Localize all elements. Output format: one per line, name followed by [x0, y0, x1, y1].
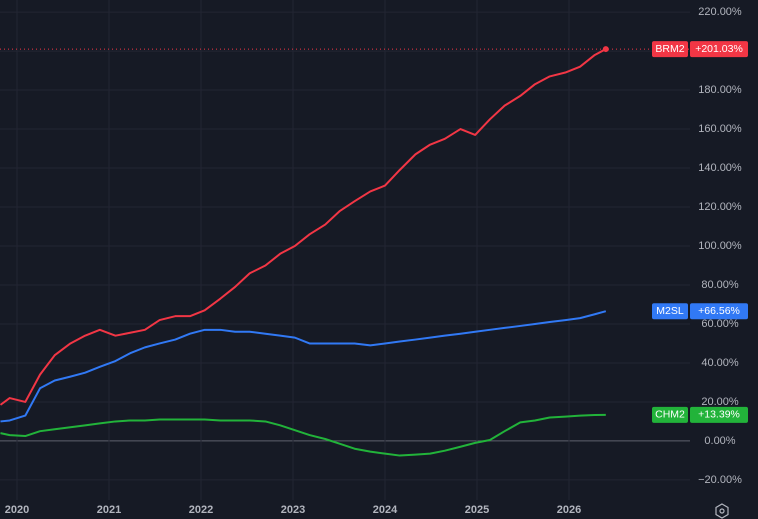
value-badge — [690, 406, 748, 423]
name-badge — [652, 303, 688, 320]
x-tick-label: 2024 — [373, 504, 398, 516]
y-tick-label: 100.00% — [698, 240, 742, 252]
y-tick-label: 220.00% — [698, 6, 742, 18]
legend-name: CHM2 — [655, 409, 685, 421]
y-tick-label: −20.00% — [698, 474, 742, 486]
y-tick-label: 20.00% — [701, 396, 739, 408]
settings-icon[interactable] — [715, 503, 729, 519]
series-line — [0, 413, 606, 457]
series-line — [0, 310, 607, 423]
x-tick-label: 2025 — [465, 504, 489, 516]
value-label: +201.03% — [695, 43, 743, 55]
legend-name: M2SL — [656, 305, 684, 317]
value-label: +66.56% — [698, 305, 740, 317]
y-tick-label: 160.00% — [698, 123, 742, 135]
x-tick-label: 2021 — [97, 504, 121, 516]
x-tick-label: 2020 — [5, 504, 29, 516]
last-point — [602, 46, 609, 53]
value-badge — [690, 41, 748, 58]
x-tick-label: 2026 — [557, 504, 581, 516]
value-badge — [690, 303, 748, 320]
value-label: +13.39% — [698, 409, 740, 421]
y-tick-label: 60.00% — [701, 318, 739, 330]
settings-dot[interactable] — [719, 508, 725, 514]
x-tick-label: 2023 — [281, 504, 305, 516]
name-badge — [652, 41, 688, 58]
y-tick-label: 180.00% — [698, 84, 742, 96]
y-tick-label: 80.00% — [701, 279, 739, 291]
y-tick-label: 120.00% — [698, 201, 742, 213]
y-tick-label: 0.00% — [704, 435, 735, 447]
legend-name: BRM2 — [655, 43, 684, 55]
name-badge — [652, 406, 688, 423]
series-line — [0, 48, 607, 406]
settings-hex[interactable] — [715, 503, 729, 519]
x-tick-label: 2022 — [189, 504, 213, 516]
y-tick-label: 40.00% — [701, 357, 739, 369]
y-tick-label: 140.00% — [698, 162, 742, 174]
